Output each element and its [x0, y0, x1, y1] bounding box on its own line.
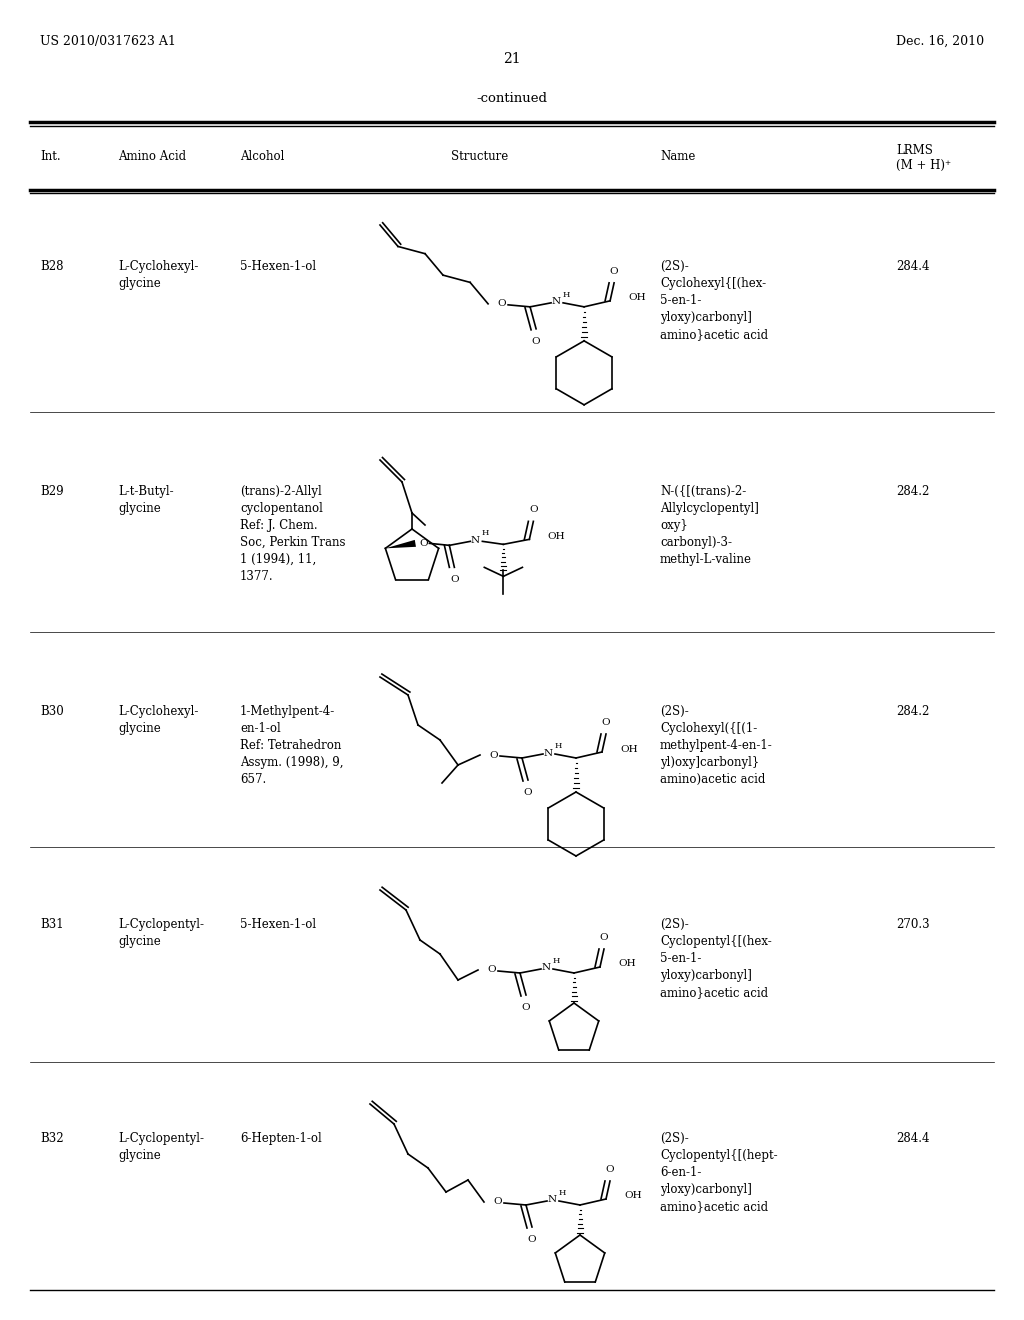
Text: O: O	[529, 506, 538, 515]
Text: O: O	[494, 1197, 503, 1206]
Text: 5-Hexen-1-ol: 5-Hexen-1-ol	[240, 260, 316, 273]
Text: 5-Hexen-1-ol: 5-Hexen-1-ol	[240, 917, 316, 931]
Text: L-Cyclopentyl-
glycine: L-Cyclopentyl- glycine	[118, 1133, 204, 1162]
Text: O: O	[487, 965, 497, 974]
Text: OH: OH	[618, 960, 636, 969]
Text: OH: OH	[628, 293, 646, 302]
Text: Alcohol: Alcohol	[240, 150, 285, 162]
Text: 1-Methylpent-4-
en-1-ol
Ref: Tetrahedron
Assym. (1998), 9,
657.: 1-Methylpent-4- en-1-ol Ref: Tetrahedron…	[240, 705, 343, 785]
Text: O: O	[523, 788, 532, 797]
Text: 6-Hepten-1-ol: 6-Hepten-1-ol	[240, 1133, 322, 1144]
Text: L-Cyclohexyl-
glycine: L-Cyclohexyl- glycine	[118, 260, 199, 290]
Text: (M + H)⁺: (M + H)⁺	[896, 158, 951, 172]
Text: O: O	[489, 751, 499, 759]
Text: 284.2: 284.2	[896, 484, 930, 498]
Text: N: N	[548, 1196, 557, 1204]
Text: 21: 21	[503, 51, 521, 66]
Text: B29: B29	[40, 484, 63, 498]
Text: 284.2: 284.2	[896, 705, 930, 718]
Text: (trans)-2-Allyl
cyclopentanol
Ref: J. Chem.
Soc, Perkin Trans
1 (1994), 11,
1377: (trans)-2-Allyl cyclopentanol Ref: J. Ch…	[240, 484, 345, 583]
Text: O: O	[498, 300, 507, 309]
Text: B31: B31	[40, 917, 63, 931]
Text: H: H	[481, 529, 489, 537]
Text: N: N	[471, 536, 480, 545]
Text: (2S)-
Cyclohexyl{[(hex-
5-en-1-
yloxy)carbonyl]
amino}acetic acid: (2S)- Cyclohexyl{[(hex- 5-en-1- yloxy)ca…	[660, 260, 768, 341]
Text: Dec. 16, 2010: Dec. 16, 2010	[896, 36, 984, 48]
Text: L-Cyclohexyl-
glycine: L-Cyclohexyl- glycine	[118, 705, 199, 735]
Text: O: O	[531, 337, 541, 346]
Text: US 2010/0317623 A1: US 2010/0317623 A1	[40, 36, 176, 48]
Text: OH: OH	[548, 532, 565, 541]
Text: O: O	[600, 933, 608, 942]
Text: OH: OH	[624, 1192, 642, 1200]
Text: N: N	[552, 297, 561, 306]
Text: B32: B32	[40, 1133, 63, 1144]
Text: O: O	[419, 539, 428, 548]
Text: -continued: -continued	[476, 92, 548, 106]
Text: O: O	[602, 718, 610, 727]
Text: 270.3: 270.3	[896, 917, 930, 931]
Text: 284.4: 284.4	[896, 1133, 930, 1144]
Text: (2S)-
Cyclopentyl{[(hept-
6-en-1-
yloxy)carbonyl]
amino}acetic acid: (2S)- Cyclopentyl{[(hept- 6-en-1- yloxy)…	[660, 1133, 777, 1213]
Polygon shape	[385, 540, 416, 548]
Text: N-({[(trans)-2-
Allylcyclopentyl]
oxy}
carbonyl)-3-
methyl-L-valine: N-({[(trans)-2- Allylcyclopentyl] oxy} c…	[660, 484, 759, 566]
Text: O: O	[521, 1003, 530, 1012]
Text: H: H	[552, 957, 560, 965]
Text: L-Cyclopentyl-
glycine: L-Cyclopentyl- glycine	[118, 917, 204, 948]
Text: O: O	[609, 267, 618, 276]
Text: (2S)-
Cyclopentyl{[(hex-
5-en-1-
yloxy)carbonyl]
amino}acetic acid: (2S)- Cyclopentyl{[(hex- 5-en-1- yloxy)c…	[660, 917, 772, 999]
Text: O: O	[605, 1166, 614, 1173]
Text: Structure: Structure	[452, 150, 509, 162]
Text: O: O	[527, 1236, 537, 1243]
Text: H: H	[558, 1189, 565, 1197]
Text: H: H	[562, 290, 569, 298]
Text: H: H	[554, 742, 562, 750]
Text: B28: B28	[40, 260, 63, 273]
Text: N: N	[542, 964, 551, 973]
Text: 284.4: 284.4	[896, 260, 930, 273]
Text: N: N	[544, 748, 553, 758]
Text: Name: Name	[660, 150, 695, 162]
Text: Int.: Int.	[40, 150, 60, 162]
Text: B30: B30	[40, 705, 63, 718]
Text: OH: OH	[620, 744, 638, 754]
Text: LRMS: LRMS	[896, 144, 933, 157]
Text: L-t-Butyl-
glycine: L-t-Butyl- glycine	[118, 484, 174, 515]
Text: O: O	[451, 576, 459, 585]
Text: Amino Acid: Amino Acid	[118, 150, 186, 162]
Text: (2S)-
Cyclohexyl({[(1-
methylpent-4-en-1-
yl)oxy]carbonyl}
amino)acetic acid: (2S)- Cyclohexyl({[(1- methylpent-4-en-1…	[660, 705, 773, 785]
